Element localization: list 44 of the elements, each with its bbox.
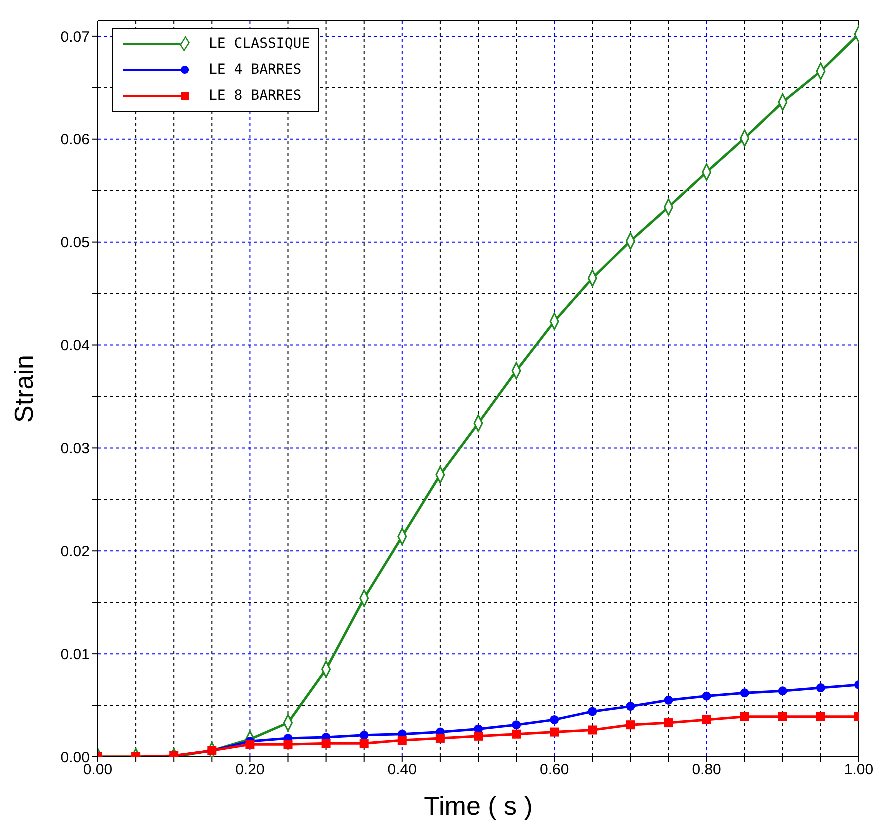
point — [436, 734, 445, 743]
point — [550, 715, 560, 724]
point — [740, 712, 750, 722]
y-tick-label: 0.05 — [60, 234, 90, 252]
point — [626, 720, 636, 730]
point — [778, 712, 788, 722]
y-axis-title: Strain — [9, 355, 40, 423]
point — [360, 730, 369, 740]
x-tick-label: 0.00 — [83, 762, 113, 779]
point — [512, 730, 522, 739]
point — [246, 740, 255, 750]
point — [284, 740, 293, 750]
point — [398, 736, 407, 746]
x-tick-label: 0.80 — [692, 762, 722, 779]
y-tick-label: 0.04 — [60, 338, 90, 355]
y-tick-label: 0.01 — [60, 646, 90, 664]
point — [588, 707, 598, 716]
point — [664, 696, 674, 705]
legend-label: LE CLASSIQUE — [209, 36, 310, 52]
point — [550, 728, 560, 737]
point — [740, 688, 750, 698]
legend-label: LE 8 BARRES — [209, 88, 302, 104]
point — [588, 726, 598, 735]
point — [702, 692, 712, 701]
legend-label: LE 4 BARRES — [209, 62, 302, 78]
y-tick-label: 0.07 — [60, 28, 90, 46]
x-tick-label: 0.40 — [388, 762, 417, 779]
x-tick-label: 0.20 — [236, 762, 265, 779]
y-tick-label: 0.03 — [60, 440, 90, 458]
y-tick-label: 0.06 — [60, 132, 90, 149]
point — [474, 732, 483, 741]
point — [816, 712, 826, 722]
point — [512, 720, 522, 730]
point — [664, 718, 674, 728]
x-tick-label: 0.60 — [540, 762, 570, 779]
point — [322, 739, 331, 748]
point — [816, 684, 826, 693]
x-tick-label: 1.00 — [844, 762, 874, 779]
x-axis-title: Time ( s ) — [424, 791, 533, 821]
point — [702, 715, 712, 724]
point — [360, 739, 369, 748]
y-tick-label: 0.02 — [60, 543, 90, 560]
point — [626, 702, 636, 712]
point — [778, 686, 788, 696]
